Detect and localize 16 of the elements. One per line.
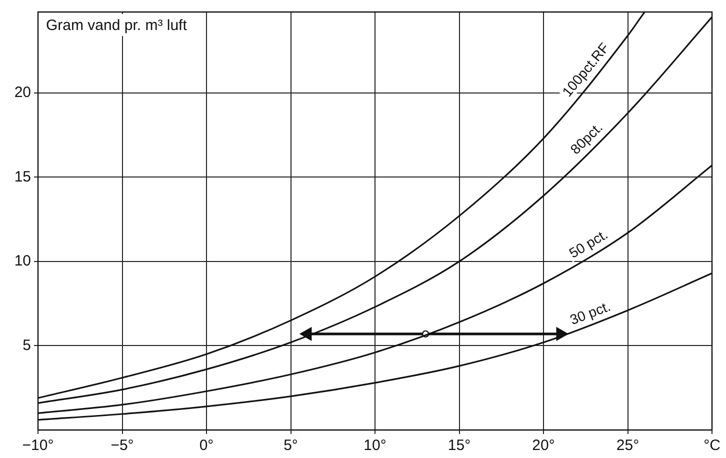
y-tick-label: 5 <box>22 336 31 354</box>
x-tick-label: 0° <box>199 437 214 454</box>
y-tick-label: 15 <box>14 168 31 186</box>
x-tick-label: 25° <box>616 437 640 454</box>
y-tick-label: 10 <box>14 252 31 270</box>
x-tick-label: 15° <box>448 437 471 454</box>
text: 30 pct. <box>568 298 613 328</box>
y-axis-title: Gram vand pr. m³ luft <box>46 17 188 34</box>
x-tick-label: 10° <box>364 437 386 454</box>
x-tick-label: −10° <box>22 437 54 454</box>
x-tick-label: 20° <box>532 437 555 454</box>
x-tick-label: 5° <box>284 437 298 454</box>
text: 50 pct. <box>566 226 610 262</box>
x-tick-label: −5° <box>110 437 134 454</box>
x-tick-label: °C <box>704 437 721 454</box>
y-tick-label: 20 <box>14 84 31 102</box>
